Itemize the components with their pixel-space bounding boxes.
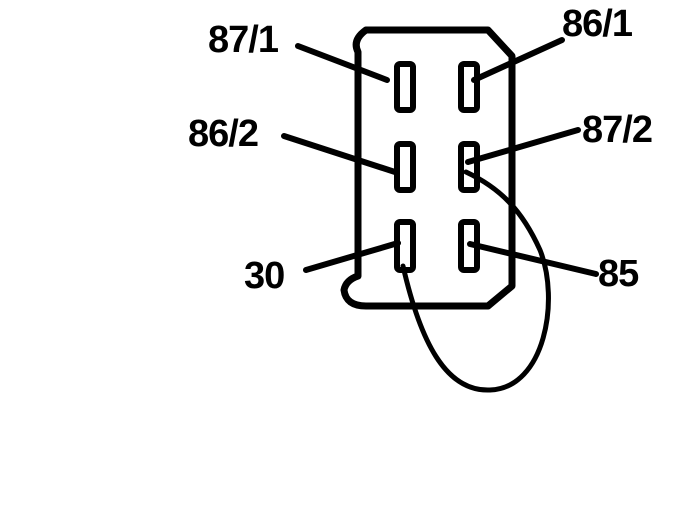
label-87-1: 87/1 — [208, 19, 279, 61]
leader-87-1 — [295, 43, 390, 83]
label-86-2: 86/2 — [188, 113, 258, 155]
pin-86-2 — [394, 141, 416, 193]
leader-87-2 — [465, 127, 581, 165]
label-85: 85 — [598, 253, 639, 295]
label-87-2: 87/2 — [582, 109, 652, 151]
leader-30 — [303, 240, 401, 273]
connector-housing — [340, 26, 516, 310]
jumper-wire — [400, 169, 551, 393]
leader-86-2 — [281, 133, 398, 175]
leader-85 — [467, 241, 599, 277]
pin-87-1 — [394, 61, 416, 113]
label-30: 30 — [244, 255, 284, 297]
label-86-1: 86/1 — [562, 3, 633, 45]
pin-30 — [394, 219, 416, 273]
leader-86-1 — [471, 37, 565, 83]
pin-87-2 — [458, 141, 480, 193]
pin-86-1 — [458, 61, 480, 113]
